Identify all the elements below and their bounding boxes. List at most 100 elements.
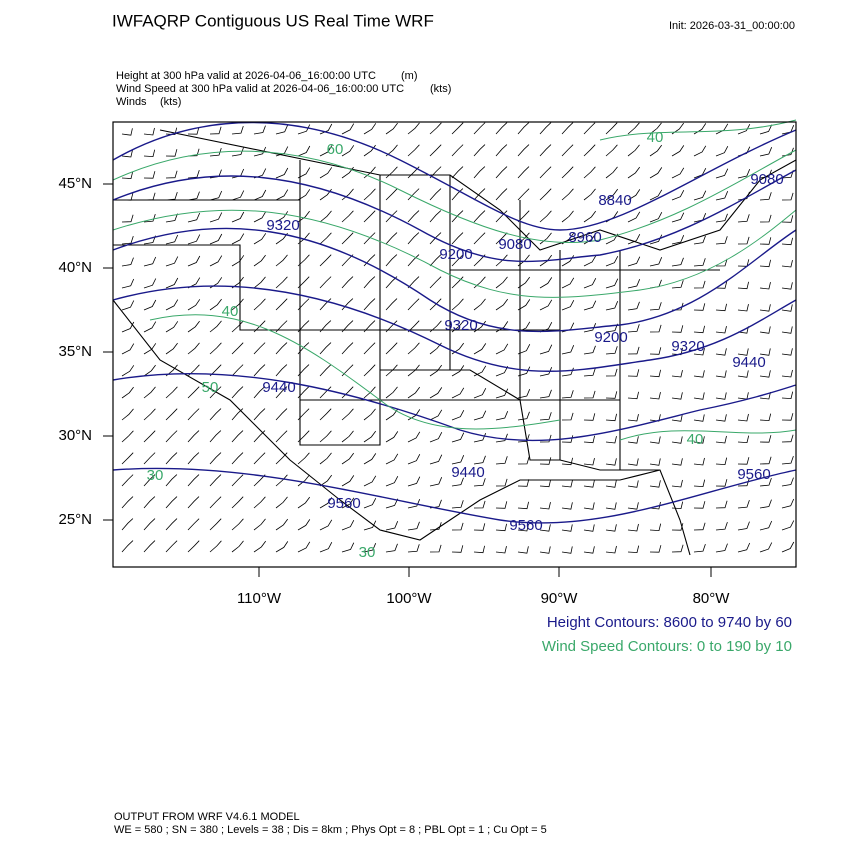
- wind-barb: [605, 545, 617, 554]
- wind-barb: [693, 370, 705, 378]
- wind-barb: [407, 232, 420, 245]
- wind-barb: [429, 387, 443, 399]
- wind-barb: [297, 474, 310, 487]
- wind-barb: [649, 122, 662, 135]
- wind-barb: [693, 145, 707, 157]
- wind-barb: [759, 348, 771, 356]
- wind-barb: [583, 255, 597, 267]
- wind-barb: [649, 324, 662, 333]
- wind-barb: [737, 304, 749, 312]
- wind-barb: [451, 387, 465, 399]
- wind-barb: [121, 171, 134, 180]
- wind-barb: [671, 347, 683, 356]
- wind-barb: [429, 122, 442, 135]
- wind-barb: [671, 370, 683, 378]
- wind-barb: [671, 235, 685, 245]
- wind-barb: [429, 409, 443, 421]
- wind-barb: [121, 474, 134, 487]
- wind-barb: [187, 408, 200, 421]
- wind-barb: [649, 392, 661, 400]
- footer-line: OUTPUT FROM WRF V4.6.1 MODEL: [114, 811, 300, 823]
- wind-barb: [737, 214, 750, 223]
- wind-barb: [231, 233, 245, 245]
- wind-barb: [583, 524, 595, 532]
- wind-barb: [583, 413, 596, 421]
- wind-barb: [759, 169, 772, 179]
- wind-barb: [517, 389, 531, 399]
- wind-barb: [649, 212, 663, 223]
- wind-barb: [297, 452, 310, 465]
- wind-barb: [715, 500, 728, 509]
- speed-contour: [599, 119, 797, 141]
- wind-barb: [495, 144, 508, 157]
- wind-barb: [649, 523, 662, 532]
- wind-barb: [781, 477, 794, 487]
- wind-barb: [495, 188, 508, 201]
- height-label: 9320: [266, 217, 299, 234]
- wind-barb: [385, 453, 399, 465]
- lat-label: 30°N: [58, 427, 92, 444]
- wind-barb: [297, 496, 311, 509]
- wind-barb: [583, 278, 597, 289]
- wind-barb: [627, 346, 640, 355]
- wind-barb: [715, 479, 728, 487]
- wind-barb: [561, 122, 574, 135]
- wind-barb: [781, 304, 793, 312]
- wind-barb: [649, 302, 662, 311]
- wind-barb: [605, 256, 619, 267]
- wind-barb: [561, 480, 573, 488]
- wind-barb: [605, 278, 619, 289]
- wind-barb: [627, 369, 640, 377]
- map: 9320 9200 9080 8840 8960 9080 9320 9200 …: [112, 119, 797, 568]
- wind-barb: [253, 540, 267, 553]
- wind-barb: [473, 144, 486, 157]
- wind-barb: [627, 144, 640, 157]
- wind-barb: [781, 541, 795, 553]
- wind-barb: [165, 149, 178, 157]
- wind-barb: [341, 298, 354, 311]
- wind-barb: [715, 258, 728, 267]
- wind-barb: [605, 166, 618, 179]
- wind-barb: [407, 386, 421, 399]
- wind-barb: [363, 386, 376, 399]
- wind-barb: [165, 256, 179, 267]
- wind-barb: [781, 455, 794, 465]
- wind-barb: [649, 545, 662, 553]
- wind-barb: [715, 435, 727, 444]
- wind-barb: [693, 479, 706, 488]
- height-labels: 9320 9200 9080 8840 8960 9080 9320 9200 …: [262, 171, 783, 534]
- wind-barb: [275, 430, 288, 443]
- speed-contours: [112, 119, 797, 441]
- wind-barb: [143, 213, 156, 223]
- wind-barb: [539, 299, 553, 311]
- wind-barb: [781, 434, 794, 443]
- field-units: (m): [401, 70, 418, 82]
- wind-barb: [495, 166, 508, 179]
- state-borders: [112, 129, 797, 556]
- wind-barb: [605, 413, 617, 422]
- wind-barb: [495, 501, 508, 509]
- wind-barb: [495, 546, 507, 554]
- wind-barb: [539, 344, 553, 355]
- wind-barb: [517, 456, 530, 465]
- wind-barb: [121, 321, 135, 333]
- wind-barb: [495, 523, 507, 532]
- wind-barb: [165, 496, 178, 509]
- wind-barb: [407, 499, 421, 509]
- wind-barb: [759, 435, 772, 443]
- wind-barb: [451, 232, 464, 245]
- wind-barb: [715, 168, 729, 179]
- wind-barb: [583, 144, 596, 157]
- wind-barb: [715, 303, 727, 312]
- wind-barb: [605, 480, 617, 488]
- wind-barb: [231, 518, 244, 531]
- wind-barb: [561, 502, 573, 510]
- wind-barb: [605, 391, 618, 399]
- wind-barb: [605, 122, 618, 135]
- wind-barb: [429, 188, 442, 201]
- wind-barb: [517, 122, 530, 135]
- wind-barb: [539, 546, 551, 554]
- wind-barb: [649, 414, 661, 422]
- wind-barb: [385, 431, 399, 443]
- wind-barb: [627, 301, 640, 311]
